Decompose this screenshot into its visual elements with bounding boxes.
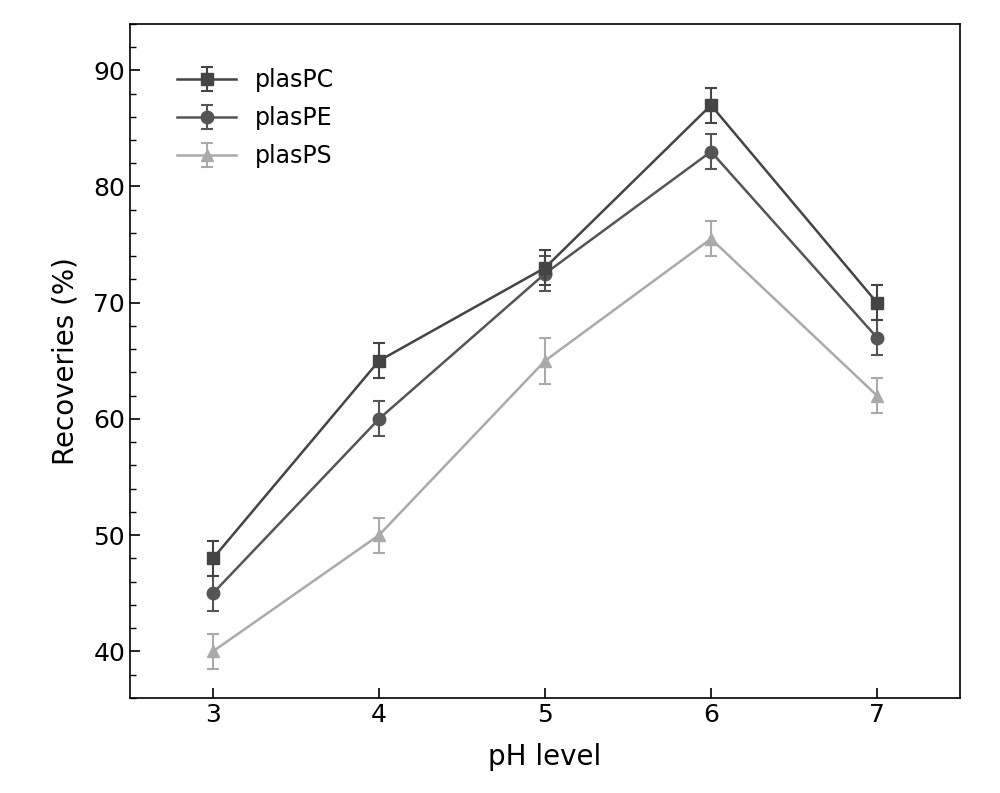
Legend: plasPC, plasPE, plasPS: plasPC, plasPE, plasPS: [158, 49, 353, 187]
Y-axis label: Recoveries (%): Recoveries (%): [51, 257, 79, 465]
X-axis label: pH level: pH level: [488, 743, 602, 772]
